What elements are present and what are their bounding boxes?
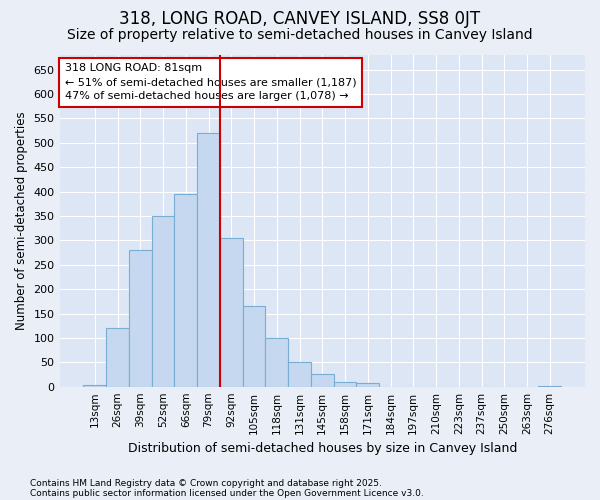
Bar: [311, 374, 334, 386]
X-axis label: Distribution of semi-detached houses by size in Canvey Island: Distribution of semi-detached houses by …: [128, 442, 517, 455]
Bar: [175, 194, 197, 386]
Bar: [220, 238, 242, 386]
Text: Size of property relative to semi-detached houses in Canvey Island: Size of property relative to semi-detach…: [67, 28, 533, 42]
Text: Contains public sector information licensed under the Open Government Licence v3: Contains public sector information licen…: [30, 488, 424, 498]
Bar: [356, 384, 379, 386]
Bar: [129, 250, 152, 386]
Text: Contains HM Land Registry data © Crown copyright and database right 2025.: Contains HM Land Registry data © Crown c…: [30, 478, 382, 488]
Bar: [242, 306, 265, 386]
Bar: [106, 328, 129, 386]
Bar: [265, 338, 288, 386]
Text: 318 LONG ROAD: 81sqm
← 51% of semi-detached houses are smaller (1,187)
47% of se: 318 LONG ROAD: 81sqm ← 51% of semi-detac…: [65, 64, 356, 102]
Bar: [197, 133, 220, 386]
Bar: [152, 216, 175, 386]
Bar: [83, 385, 106, 386]
Bar: [334, 382, 356, 386]
Text: 318, LONG ROAD, CANVEY ISLAND, SS8 0JT: 318, LONG ROAD, CANVEY ISLAND, SS8 0JT: [119, 10, 481, 28]
Y-axis label: Number of semi-detached properties: Number of semi-detached properties: [15, 112, 28, 330]
Bar: [288, 362, 311, 386]
